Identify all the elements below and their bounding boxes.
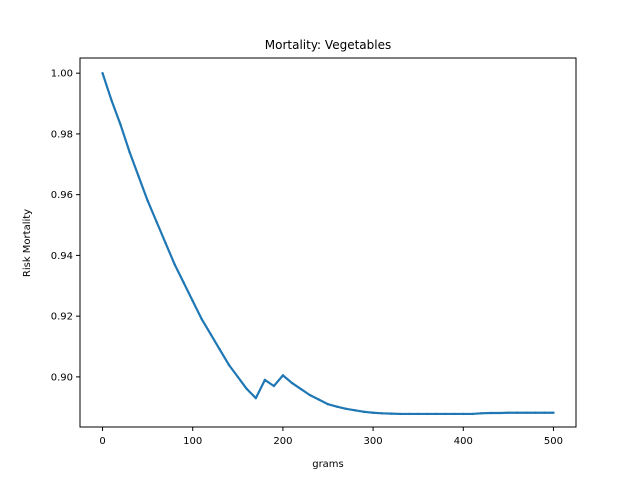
y-axis: 0.90 0.92 0.94 0.96 0.98 1.00: [51, 69, 80, 383]
data-point: [371, 411, 375, 414]
data-point: [380, 412, 384, 415]
data-point: [200, 317, 203, 321]
data-point: [498, 411, 501, 415]
data-point: [308, 393, 312, 397]
data-point: [525, 411, 528, 414]
data-point: [534, 411, 537, 414]
x-tick-label: 100: [183, 436, 202, 447]
data-point: [146, 199, 149, 202]
data-point: [480, 412, 483, 415]
x-tick-label: 0: [99, 436, 105, 447]
data-point: [101, 71, 104, 75]
data-point: [182, 281, 185, 284]
data-point: [326, 403, 330, 406]
data-point: [218, 348, 221, 351]
x-axis-label: grams: [312, 459, 344, 470]
plot-area: [80, 58, 576, 427]
data-point: [398, 412, 402, 416]
data-point: [209, 333, 212, 336]
plot-frame: [79, 57, 577, 428]
data-point: [462, 412, 465, 416]
data-point: [335, 405, 339, 408]
y-tick-label: 1.00: [51, 69, 73, 80]
data-point: [236, 375, 240, 379]
data-point: [389, 412, 393, 415]
data-point: [263, 378, 267, 382]
data-point: [552, 411, 555, 414]
data-point: [489, 411, 492, 415]
x-axis: 0 100 200 300 400 500: [99, 427, 563, 447]
data-point: [516, 411, 519, 414]
data-point: [353, 409, 357, 412]
y-tick-label: 0.98: [51, 129, 73, 140]
data-point: [281, 374, 285, 377]
data-point: [290, 381, 294, 385]
y-tick-label: 0.92: [51, 312, 73, 323]
data-point: [543, 411, 546, 414]
data-point: [471, 412, 474, 416]
data-point: [191, 299, 194, 303]
y-axis-label: Risk Mortality: [22, 209, 33, 277]
data-point: [299, 387, 303, 391]
data-point: [507, 411, 510, 414]
data-point: [173, 263, 176, 266]
data-point: [362, 410, 366, 414]
data-point: [453, 412, 456, 416]
data-point: [272, 384, 276, 388]
data-point: [155, 220, 158, 224]
data-point: [227, 363, 230, 366]
x-tick-label: 500: [544, 436, 563, 447]
data-point: [426, 412, 429, 416]
data-point: [407, 412, 411, 416]
x-tick-label: 200: [273, 436, 292, 447]
y-tick-label: 0.90: [51, 372, 73, 383]
data-point: [416, 412, 420, 416]
data-point: [128, 150, 131, 154]
data-layer: [101, 71, 555, 416]
data-point: [344, 407, 348, 410]
x-tick-label: 300: [364, 436, 383, 447]
data-point: [317, 398, 321, 401]
data-point: [164, 242, 167, 245]
data-point: [137, 175, 140, 178]
data-point: [119, 123, 122, 127]
data-point: [435, 412, 438, 416]
y-tick-label: 0.94: [51, 251, 73, 262]
data-point: [254, 396, 258, 400]
data-point: [110, 99, 113, 102]
data-point: [245, 387, 249, 391]
x-tick-label: 400: [454, 436, 473, 447]
chart-title: Mortality: Vegetables: [265, 38, 391, 52]
y-tick-label: 0.96: [51, 190, 73, 201]
data-point: [444, 412, 447, 416]
